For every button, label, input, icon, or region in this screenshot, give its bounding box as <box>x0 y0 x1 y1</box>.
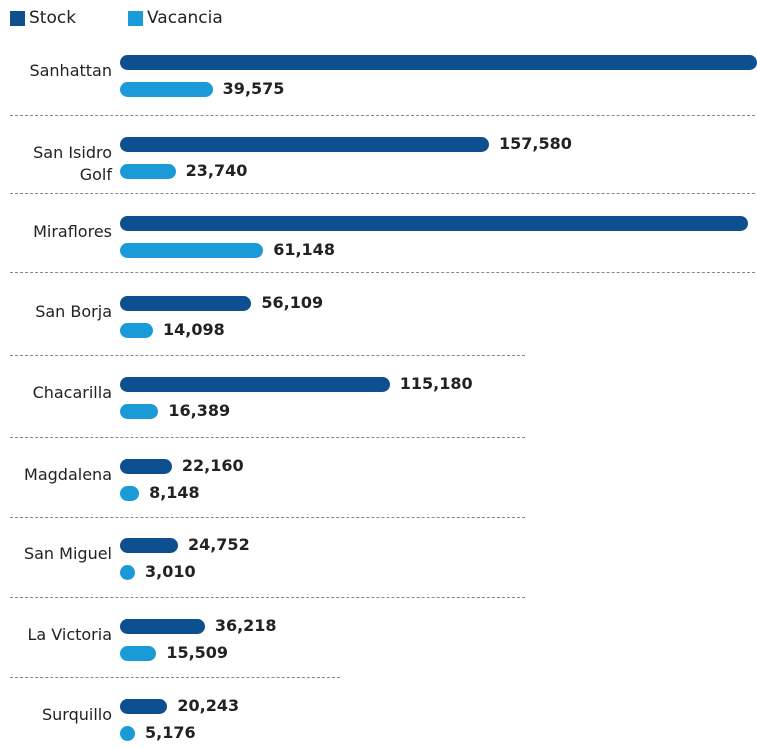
bar <box>120 699 167 714</box>
value-label: 14,098 <box>163 321 225 339</box>
value-label: 157,580 <box>499 135 572 153</box>
legend-label: Stock <box>29 8 76 28</box>
category-label: La Victoria <box>0 624 112 646</box>
bar <box>120 296 251 311</box>
value-label: 39,575 <box>223 80 285 98</box>
category-label: San Borja <box>0 301 112 323</box>
bar <box>120 137 489 152</box>
bar <box>120 243 263 258</box>
value-label: 5,176 <box>145 724 196 742</box>
separator <box>10 272 755 273</box>
category-label: Chacarilla <box>0 382 112 404</box>
value-label: 16,389 <box>168 402 230 420</box>
category-label: San Isidro Golf <box>0 142 112 186</box>
category-label: Miraflores <box>0 221 112 243</box>
category-label: Magdalena <box>0 464 112 486</box>
bar <box>120 538 178 553</box>
bar <box>120 619 205 634</box>
value-label: 61,148 <box>273 241 335 259</box>
value-label: 115,180 <box>400 375 473 393</box>
value-label: 24,752 <box>188 536 250 554</box>
separator <box>10 193 755 194</box>
value-label: 8,148 <box>149 484 200 502</box>
bar <box>120 216 748 231</box>
bar <box>120 323 153 338</box>
category-label: Sanhattan <box>0 60 112 82</box>
legend-swatch <box>10 11 25 26</box>
separator <box>10 115 755 116</box>
category-label: San Miguel <box>0 543 112 565</box>
bar <box>120 726 135 741</box>
legend-swatch <box>128 11 143 26</box>
chart: Stock Vacancia Sanhattan 39,575 San Isidro G… <box>0 0 757 747</box>
bar <box>120 55 757 70</box>
value-label: 20,243 <box>177 697 239 715</box>
bar <box>120 404 158 419</box>
bar <box>120 459 172 474</box>
separator <box>10 597 525 598</box>
bar <box>120 164 176 179</box>
category-label: Surquillo <box>0 704 112 726</box>
value-label: 3,010 <box>145 563 196 581</box>
value-label: 36,218 <box>215 617 277 635</box>
separator <box>10 517 525 518</box>
separator <box>10 355 525 356</box>
bar <box>120 82 213 97</box>
separator <box>10 437 525 438</box>
value-label: 15,509 <box>166 644 228 662</box>
value-label: 56,109 <box>261 294 323 312</box>
legend-label: Vacancia <box>147 8 223 28</box>
separator <box>10 677 340 678</box>
bar <box>120 646 156 661</box>
bar <box>120 565 135 580</box>
bar <box>120 377 390 392</box>
value-label: 23,740 <box>186 162 248 180</box>
bar <box>120 486 139 501</box>
value-label: 22,160 <box>182 457 244 475</box>
